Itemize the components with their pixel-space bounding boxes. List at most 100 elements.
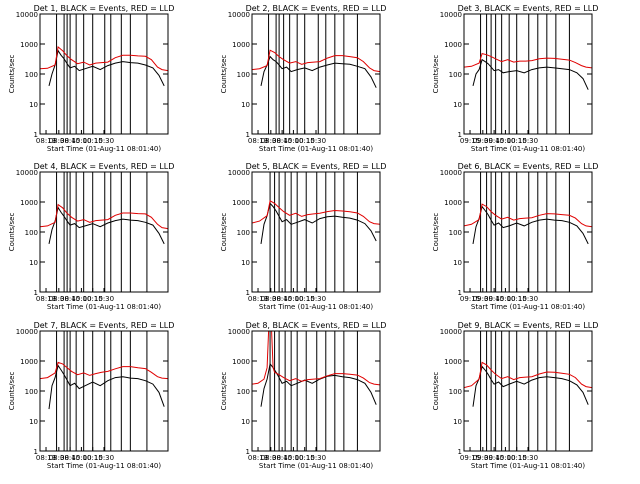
series-lld-line [40,203,168,230]
series-events-line [472,205,589,245]
x-axis-label: Start Time (01-Aug-11 08:01:40) [471,303,585,311]
y-tick-label: 100 [25,71,38,79]
chart-title: Det 6, BLACK = Events, RED = LLD [458,162,599,171]
plot-frame [463,171,593,293]
plot-frame [251,13,381,135]
y-tick-label: 1000 [232,41,250,49]
chart-panel-6: Det 6, BLACK = Events, RED = LLD 1 10 100 10… [432,162,598,311]
x-tick-label: 08:13 [36,137,56,145]
chart-title: Det 3, BLACK = Events, RED = LLD [458,4,599,13]
chart-panel-2: Det 2, BLACK = Events, RED = LLD 1 10 100 10… [220,4,386,153]
y-tick-label: 10000 [16,11,38,19]
y-tick-label: 10000 [440,328,462,336]
x-tick-label: 09:15 [460,454,480,462]
chart-panel-5: Det 5, BLACK = Events, RED = LLD 1 10 100 10… [220,162,386,311]
series-events-line [48,364,165,410]
x-tick-label: 09:30 [473,295,493,303]
x-tick-label: 10:00 [71,295,91,303]
series-lld-line [464,203,592,228]
series-lld-line [464,361,592,389]
y-tick-label: 10 [453,418,462,426]
series-lld-line [252,200,380,225]
x-tick-label: 10:00 [283,454,303,462]
plot-frame [39,171,169,293]
y-tick-label: 1 [34,289,38,297]
x-tick-label: 08:30 [49,454,69,462]
plot-frame [39,330,169,452]
series-events-line [260,362,377,407]
y-axis-label: Counts/sec [432,372,440,411]
y-tick-label: 1 [246,289,250,297]
y-axis-label: Counts/sec [220,372,228,411]
y-tick-label: 10 [29,101,38,109]
y-tick-label: 10000 [16,169,38,177]
y-tick-label: 1000 [232,358,250,366]
x-tick-label: 08:45 [60,454,80,462]
x-tick-label: 08:30 [261,454,281,462]
x-tick-label: 10:00 [71,454,91,462]
chart-title: Det 7, BLACK = Events, RED = LLD [34,321,175,330]
series-events-line [472,365,589,407]
x-tick-label: 08:30 [49,295,69,303]
chart-panel-7: Det 7, BLACK = Events, RED = LLD 1 10 100 10… [8,321,174,470]
series-lld-line [252,49,380,73]
chart-title: Det 5, BLACK = Events, RED = LLD [246,162,387,171]
plot-frame [251,171,381,293]
y-tick-label: 10 [241,101,250,109]
x-axis-label: Start Time (01-Aug-11 08:01:40) [259,462,373,470]
y-tick-label: 100 [25,229,38,237]
x-tick-label: 10:00 [71,137,91,145]
x-tick-label: 08:13 [248,137,268,145]
series-lld-line [40,361,168,380]
series-events-line [48,206,165,245]
y-tick-label: 10 [241,259,250,267]
y-tick-label: 100 [237,71,250,79]
x-axis-label: Start Time (01-Aug-11 08:01:40) [471,462,585,470]
y-tick-label: 10000 [228,169,250,177]
x-tick-label: 08:13 [248,454,268,462]
x-tick-label: 10:15 [83,295,103,303]
y-tick-label: 100 [449,229,462,237]
x-tick-label: 10:30 [306,454,326,462]
y-tick-label: 10 [241,418,250,426]
x-tick-label: 10:15 [295,454,315,462]
x-axis-label: Start Time (01-Aug-11 08:01:40) [47,303,161,311]
y-tick-label: 100 [237,388,250,396]
series-lld-line [464,53,592,69]
series-events-line [260,202,377,244]
series-events-line [260,55,377,88]
x-tick-label: 08:30 [261,295,281,303]
chart-panel-1: Det 1, BLACK = Events, RED = LLD 1 10 100 10… [8,4,174,153]
x-tick-label: 10:30 [518,454,538,462]
x-tick-label: 08:45 [60,295,80,303]
series-events-line [472,58,589,90]
chart-title: Det 9, BLACK = Events, RED = LLD [458,321,599,330]
x-tick-label: 10:15 [295,137,315,145]
y-tick-label: 1000 [444,358,462,366]
chart-title: Det 4, BLACK = Events, RED = LLD [34,162,175,171]
y-tick-label: 10000 [16,328,38,336]
y-tick-label: 1000 [232,199,250,207]
y-tick-label: 10000 [228,11,250,19]
x-tick-label: 09:45 [484,137,504,145]
x-tick-label: 10:15 [83,454,103,462]
y-axis-label: Counts/sec [8,213,16,252]
y-tick-label: 1000 [444,41,462,49]
chart-title: Det 2, BLACK = Events, RED = LLD [246,4,387,13]
x-tick-label: 09:30 [473,454,493,462]
y-tick-label: 10000 [440,11,462,19]
plot-frame [463,13,593,135]
x-axis-label: Start Time (01-Aug-11 08:01:40) [47,145,161,153]
y-tick-label: 1 [458,448,462,456]
y-tick-label: 10 [453,259,462,267]
y-tick-label: 1 [246,448,250,456]
y-tick-label: 1000 [20,358,38,366]
y-axis-label: Counts/sec [220,213,228,252]
y-tick-label: 1 [458,289,462,297]
x-tick-label: 09:45 [484,454,504,462]
x-tick-label: 08:30 [261,137,281,145]
x-tick-label: 08:13 [248,295,268,303]
y-tick-label: 1000 [20,199,38,207]
y-tick-label: 1 [34,131,38,139]
x-tick-label: 10:15 [507,137,527,145]
